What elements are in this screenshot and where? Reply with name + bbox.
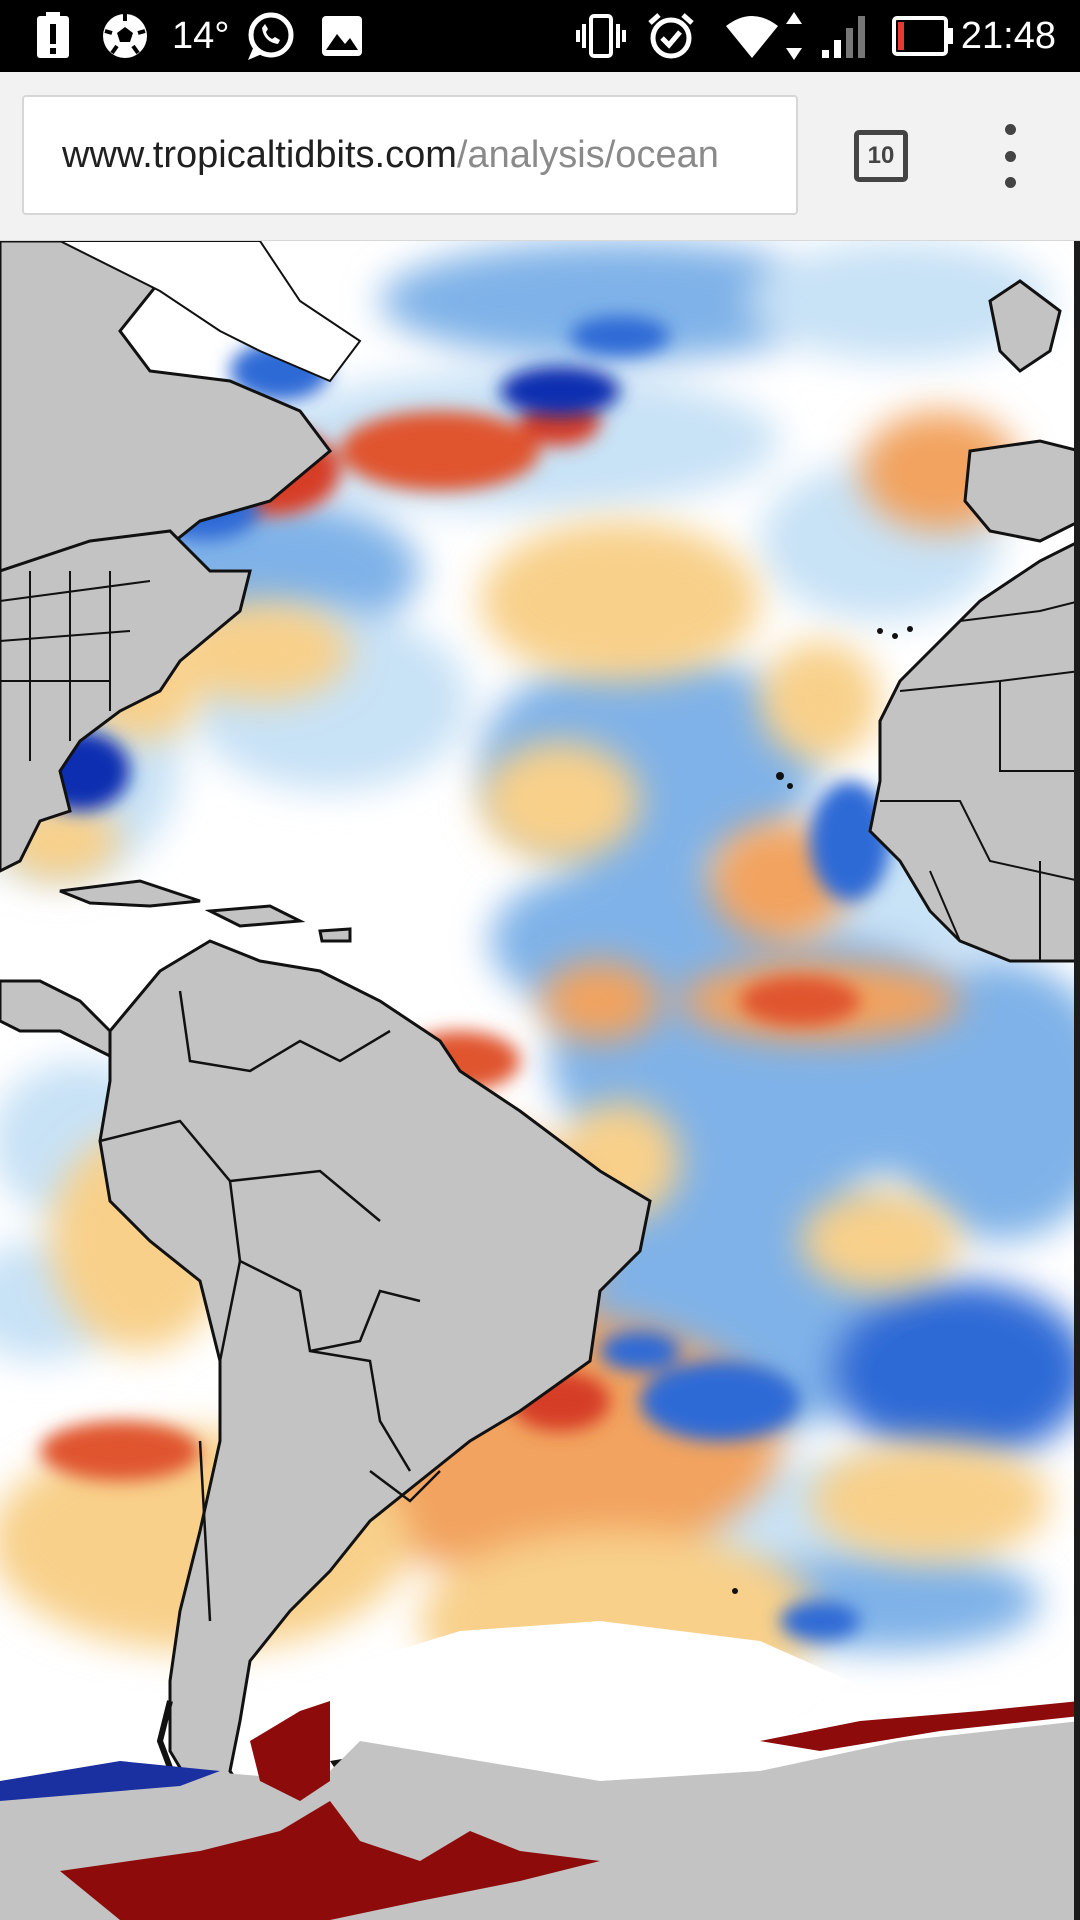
wifi-icon [722, 0, 812, 72]
battery-icon [892, 0, 954, 72]
tab-switcher-button[interactable]: 10 [854, 130, 908, 182]
north-america-landmass [0, 529, 252, 873]
antarctic-ice-anomaly [60, 1801, 600, 1920]
british-isles-landmass [988, 279, 1062, 373]
antarctic-peninsula [250, 1701, 330, 1801]
soccer-ball-icon [100, 0, 150, 72]
status-bar: 14° [0, 0, 1080, 72]
weather-temperature: 14° [172, 14, 230, 57]
vibrate-icon [576, 0, 626, 72]
antarctic-ice-edge-west [0, 1761, 220, 1801]
url-path: /analysis/ocean [456, 133, 719, 176]
signal-icon [820, 0, 870, 72]
alert-icon [36, 0, 70, 72]
south-america-borders [99, 990, 441, 1622]
south-america-landmass [98, 939, 652, 1823]
caribbean-islands [59, 879, 352, 943]
sst-anomaly-map[interactable] [0, 241, 1080, 1920]
gallery-icon [322, 0, 362, 72]
url-domain: www.tropicaltidbits.com [62, 133, 457, 176]
arctic-white-area [59, 241, 362, 383]
status-time: 21:48 [960, 14, 1056, 57]
whatsapp-icon [244, 0, 296, 72]
url-text: www.tropicaltidbits.com/analysis/ocean [62, 134, 719, 177]
africa-landmass [868, 539, 1080, 963]
north-america-borders [0, 571, 151, 761]
iberia-landmass [963, 439, 1080, 543]
more-vert-icon[interactable] [990, 124, 1030, 188]
map-right-edge [1074, 241, 1080, 1920]
antarctic-ice-edge-east [760, 1701, 1080, 1751]
africa-borders [880, 600, 1080, 961]
antarctica-white-region [330, 1621, 850, 1761]
alarm-icon [646, 0, 696, 72]
browser-toolbar: www.tropicaltidbits.com/analysis/ocean 1… [0, 72, 1080, 241]
url-bar[interactable]: www.tropicaltidbits.com/analysis/ocean [22, 95, 798, 215]
tab-count: 10 [867, 142, 895, 169]
atlantic-islands [732, 626, 913, 1594]
